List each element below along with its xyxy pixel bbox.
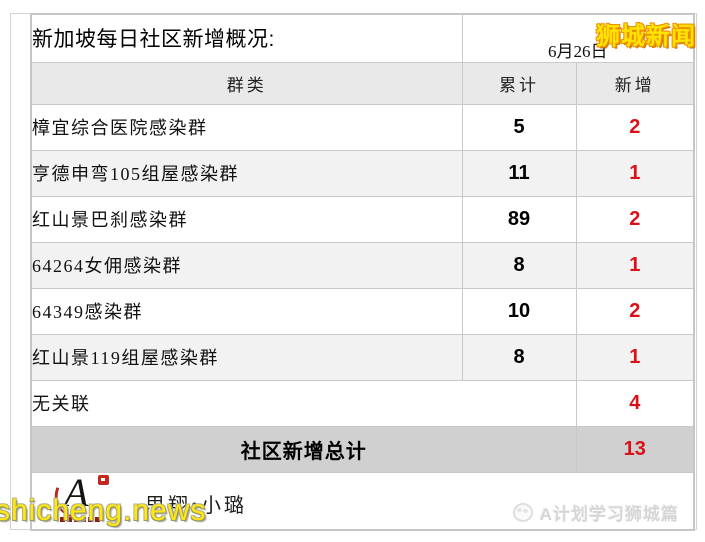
new-value: 1	[575, 241, 695, 289]
author-logo: A	[46, 469, 126, 527]
channel-watermark-text: A计划学习狮城篇	[539, 504, 679, 524]
site-watermark: shicheng.news	[0, 494, 207, 527]
total-new-value: 13	[575, 425, 695, 473]
table-row-unlinked: 无关联 4	[30, 379, 695, 427]
table-row: 64349感染群 10 2	[30, 287, 695, 335]
cluster-name: 64264女佣感染群	[30, 241, 463, 289]
channel-logo-icon	[512, 502, 533, 522]
cluster-name: 无关联	[30, 379, 577, 427]
new-value: 4	[575, 379, 695, 427]
cumulative-value: 5	[461, 103, 577, 151]
cluster-name: 红山景巴刹感染群	[30, 195, 463, 243]
cluster-name: 樟宜综合医院感染群	[30, 103, 463, 151]
logo-letter-a-icon: A	[64, 469, 89, 515]
daily-community-cases-table: 新加坡每日社区新增概况: 6月26日 群类 累计 新增 樟宜综合医院感染群 5 …	[30, 13, 695, 531]
new-value: 1	[575, 149, 695, 197]
cluster-name: 64349感染群	[30, 287, 463, 335]
channel-watermark: A计划学习狮城篇	[512, 500, 679, 525]
cluster-name: 亨德申弯105组屋感染群	[30, 149, 463, 197]
cumulative-value: 8	[461, 241, 577, 289]
credits-row: A 思翔•小璐 A计划学习狮城篇	[30, 469, 695, 531]
cluster-name: 红山景119组屋感染群	[30, 333, 463, 381]
table-row: 64264女佣感染群 8 1	[30, 241, 695, 289]
table-row: 亨德申弯105组屋感染群 11 1	[30, 149, 695, 197]
column-header-row: 群类 累计 新增	[30, 61, 695, 105]
total-label: 社区新增总计	[30, 425, 577, 473]
author-name: 思翔•小璐	[145, 494, 248, 517]
col-header-new: 新增	[575, 61, 695, 105]
new-value: 2	[575, 195, 695, 243]
brand-watermark: 狮城新闻	[596, 23, 696, 50]
cumulative-value: 11	[461, 149, 577, 197]
table-row: 红山景巴刹感染群 89 2	[30, 195, 695, 243]
total-row: 社区新增总计 13	[30, 425, 695, 473]
logo-red-seal-icon	[98, 474, 109, 485]
cumulative-value: 10	[461, 287, 577, 335]
page-title: 新加坡每日社区新增概况:	[30, 13, 463, 63]
date-label: 6月26日	[461, 13, 695, 63]
col-header-cumulative: 累计	[461, 61, 577, 105]
title-row: 新加坡每日社区新增概况: 6月26日	[30, 13, 695, 63]
new-value: 2	[575, 103, 695, 151]
cumulative-value: 8	[461, 333, 577, 381]
col-header-category: 群类	[30, 61, 463, 105]
new-value: 1	[575, 333, 695, 381]
table-row: 樟宜综合医院感染群 5 2	[30, 103, 695, 151]
new-value: 2	[575, 287, 695, 335]
cumulative-value: 89	[461, 195, 577, 243]
table-row: 红山景119组屋感染群 8 1	[30, 333, 695, 381]
logo-minitext-decoration	[60, 516, 100, 522]
